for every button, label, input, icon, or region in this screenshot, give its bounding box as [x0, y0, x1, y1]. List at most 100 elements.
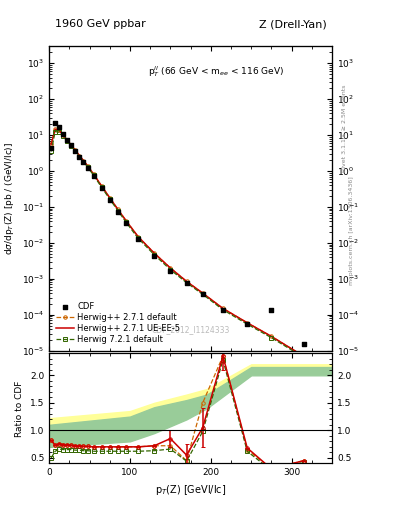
Herwig++ 2.7.1 default — [49, 141, 53, 147]
CDF — [220, 306, 226, 314]
CDF — [107, 196, 113, 204]
Herwig 7.2.1 default — [69, 143, 74, 150]
CDF — [244, 320, 250, 328]
Herwig++ 2.7.1 UE-EE-5 — [99, 183, 104, 189]
CDF — [76, 153, 83, 161]
Text: Rivet 3.1.10, ≥ 2.5M events: Rivet 3.1.10, ≥ 2.5M events — [342, 84, 346, 172]
CDF — [167, 266, 174, 274]
Line: Herwig++ 2.7.1 default: Herwig++ 2.7.1 default — [50, 127, 305, 358]
CDF — [84, 164, 91, 172]
CDF — [48, 143, 54, 152]
CDF — [68, 141, 75, 150]
Herwig++ 2.7.1 UE-EE-5 — [81, 158, 86, 164]
CDF — [72, 147, 79, 155]
CDF — [135, 234, 141, 243]
Herwig++ 2.7.1 default — [73, 147, 78, 154]
Herwig++ 2.7.1 default — [77, 153, 82, 159]
CDF — [115, 207, 121, 216]
Herwig 7.2.1 default — [245, 321, 250, 327]
Herwig 7.2.1 default — [61, 133, 66, 139]
CDF — [123, 219, 129, 227]
Text: Z (Drell-Yan): Z (Drell-Yan) — [259, 19, 327, 29]
CDF — [301, 340, 307, 349]
Herwig 7.2.1 default — [200, 291, 205, 297]
CDF — [56, 123, 62, 131]
Herwig 7.2.1 default — [77, 154, 82, 160]
Herwig 7.2.1 default — [65, 138, 70, 144]
Herwig++ 2.7.1 UE-EE-5 — [49, 141, 53, 147]
Herwig++ 2.7.1 default — [152, 250, 156, 256]
CDF — [200, 290, 206, 298]
Herwig++ 2.7.1 UE-EE-5 — [91, 171, 96, 177]
Herwig++ 2.7.1 UE-EE-5 — [77, 153, 82, 159]
Herwig 7.2.1 default — [91, 172, 96, 178]
Herwig++ 2.7.1 UE-EE-5 — [116, 206, 120, 212]
Herwig++ 2.7.1 UE-EE-5 — [73, 147, 78, 154]
CDF — [99, 184, 105, 193]
Herwig++ 2.7.1 default — [85, 163, 90, 169]
CDF — [52, 119, 58, 127]
Line: Herwig++ 2.7.1 UE-EE-5: Herwig++ 2.7.1 UE-EE-5 — [51, 130, 304, 356]
Herwig++ 2.7.1 default — [184, 279, 189, 285]
Herwig 7.2.1 default — [220, 307, 225, 313]
Herwig++ 2.7.1 default — [107, 195, 112, 201]
Herwig++ 2.7.1 UE-EE-5 — [301, 353, 306, 359]
CDF — [151, 252, 157, 260]
Herwig++ 2.7.1 UE-EE-5 — [136, 233, 140, 240]
Herwig 7.2.1 default — [57, 129, 62, 135]
Herwig 7.2.1 default — [49, 148, 53, 155]
CDF — [268, 306, 275, 314]
Herwig 7.2.1 default — [123, 219, 128, 225]
Herwig++ 2.7.1 default — [116, 206, 120, 212]
Herwig++ 2.7.1 default — [301, 353, 306, 359]
Herwig++ 2.7.1 default — [53, 126, 57, 133]
CDF — [60, 130, 66, 138]
Herwig++ 2.7.1 UE-EE-5 — [152, 250, 156, 256]
Herwig++ 2.7.1 UE-EE-5 — [65, 137, 70, 143]
Herwig++ 2.7.1 default — [200, 290, 205, 296]
Herwig++ 2.7.1 UE-EE-5 — [184, 279, 189, 285]
Herwig++ 2.7.1 default — [269, 333, 274, 339]
CDF — [80, 158, 86, 166]
Herwig++ 2.7.1 default — [136, 233, 140, 240]
Herwig++ 2.7.1 UE-EE-5 — [69, 142, 74, 148]
Herwig++ 2.7.1 default — [245, 319, 250, 326]
Herwig++ 2.7.1 UE-EE-5 — [220, 305, 225, 311]
Herwig++ 2.7.1 default — [123, 218, 128, 224]
Herwig++ 2.7.1 UE-EE-5 — [245, 319, 250, 326]
Herwig++ 2.7.1 default — [99, 183, 104, 189]
Herwig 7.2.1 default — [99, 184, 104, 190]
Herwig 7.2.1 default — [301, 354, 306, 360]
Herwig++ 2.7.1 default — [81, 158, 86, 164]
Herwig 7.2.1 default — [85, 164, 90, 170]
CDF — [184, 279, 190, 287]
X-axis label: p$_T$(Z) [GeVl/lc]: p$_T$(Z) [GeVl/lc] — [155, 483, 226, 497]
Y-axis label: d$\sigma$/dp$_T$(Z) [pb / (GeVl/lc)]: d$\sigma$/dp$_T$(Z) [pb / (GeVl/lc)] — [3, 142, 16, 255]
Herwig 7.2.1 default — [107, 196, 112, 202]
Herwig 7.2.1 default — [184, 280, 189, 286]
Herwig 7.2.1 default — [53, 129, 57, 135]
Herwig++ 2.7.1 UE-EE-5 — [269, 333, 274, 339]
Herwig 7.2.1 default — [116, 207, 120, 214]
Herwig++ 2.7.1 default — [168, 265, 173, 271]
Text: CDF_2012_I1124333: CDF_2012_I1124333 — [151, 325, 230, 334]
Herwig 7.2.1 default — [81, 159, 86, 165]
Herwig 7.2.1 default — [168, 267, 173, 273]
Herwig++ 2.7.1 default — [65, 137, 70, 143]
Herwig++ 2.7.1 UE-EE-5 — [57, 127, 62, 134]
Line: Herwig 7.2.1 default: Herwig 7.2.1 default — [50, 130, 305, 359]
Text: 1960 GeV ppbar: 1960 GeV ppbar — [55, 19, 146, 29]
Herwig++ 2.7.1 UE-EE-5 — [61, 132, 66, 138]
Herwig++ 2.7.1 UE-EE-5 — [168, 265, 173, 271]
Herwig++ 2.7.1 default — [69, 142, 74, 148]
Herwig++ 2.7.1 default — [61, 132, 66, 138]
Text: p$_T^{ll}$ (66 GeV < m$_{ee}$ < 116 GeV): p$_T^{ll}$ (66 GeV < m$_{ee}$ < 116 GeV) — [148, 65, 284, 79]
CDF — [90, 172, 97, 180]
Herwig 7.2.1 default — [152, 251, 156, 258]
CDF — [64, 136, 70, 144]
Herwig++ 2.7.1 UE-EE-5 — [123, 218, 128, 224]
Legend: CDF, Herwig++ 2.7.1 default, Herwig++ 2.7.1 UE-EE-5, Herwig 7.2.1 default: CDF, Herwig++ 2.7.1 default, Herwig++ 2.… — [53, 300, 183, 347]
Herwig++ 2.7.1 UE-EE-5 — [200, 290, 205, 296]
Herwig 7.2.1 default — [269, 335, 274, 341]
Herwig++ 2.7.1 UE-EE-5 — [85, 163, 90, 169]
